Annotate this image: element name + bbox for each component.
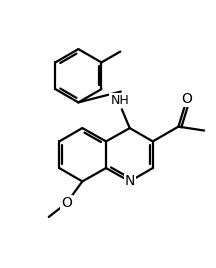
Text: O: O bbox=[61, 196, 72, 210]
Text: NH: NH bbox=[110, 94, 129, 107]
Text: N: N bbox=[125, 174, 135, 188]
Text: O: O bbox=[181, 92, 192, 106]
